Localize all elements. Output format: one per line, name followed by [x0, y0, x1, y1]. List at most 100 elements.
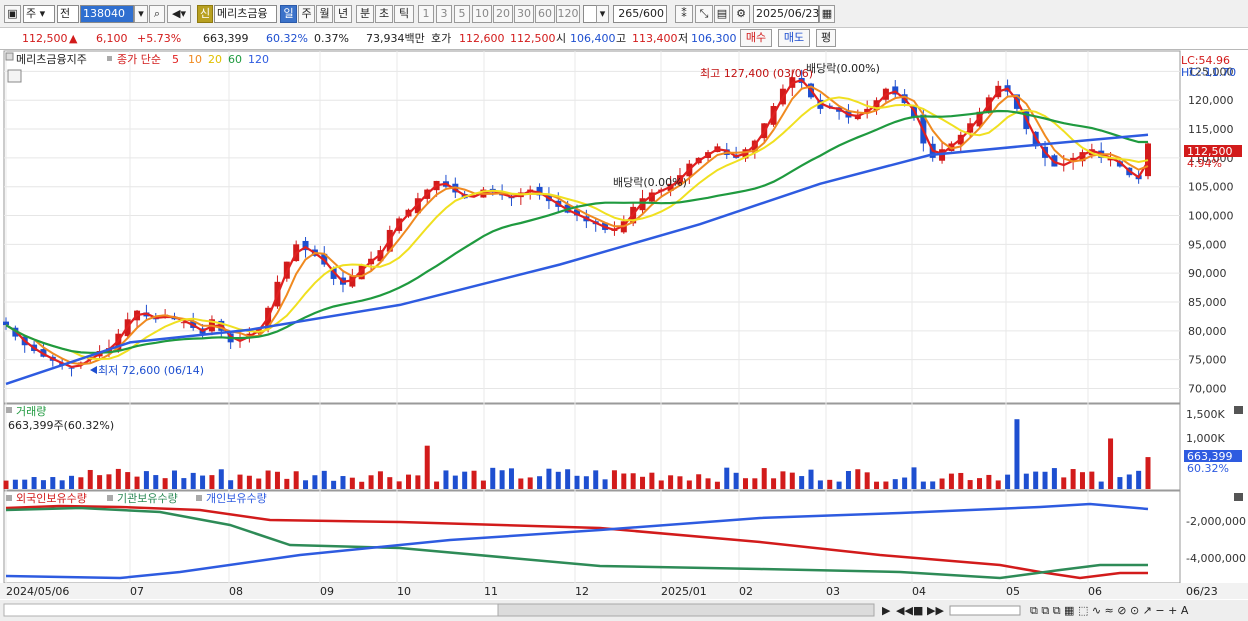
- bid-value: 112,500: [510, 32, 556, 45]
- code-input[interactable]: 138040: [80, 5, 134, 23]
- panel-menu-icon[interactable]: [5, 52, 14, 61]
- candle-body: [1116, 161, 1123, 167]
- interval-20[interactable]: 20: [493, 5, 513, 23]
- period-minute[interactable]: 분: [356, 5, 374, 23]
- volume-panel[interactable]: [3, 403, 1181, 491]
- x-axis: 2024/05/06 07 08 09 10 11 12 2025/01 02 03 04 05 06: [6, 585, 1102, 598]
- stop-icon[interactable]: ■: [913, 604, 923, 617]
- scroll-thumb[interactable]: [497, 603, 875, 617]
- volume-bar: [630, 473, 636, 489]
- interval-10[interactable]: 10: [472, 5, 492, 23]
- rewind-icon[interactable]: ◀◀: [896, 604, 913, 617]
- volume-bar: [771, 478, 777, 489]
- ma10-label: 10: [188, 53, 202, 66]
- volume-bar: [1023, 473, 1029, 489]
- volume-bar: [1042, 471, 1048, 489]
- quote-bar: 112,500 ▲ 6,100 +5.73% 663,399 60.32% 0.…: [0, 28, 1248, 50]
- volume-bar: [59, 480, 65, 489]
- expand-icon[interactable]: ⤡: [695, 5, 713, 23]
- open-value: 106,400: [570, 32, 616, 45]
- interval-5[interactable]: 5: [454, 5, 470, 23]
- sell-button[interactable]: 매도: [778, 29, 810, 47]
- volume-bar: [1098, 481, 1104, 489]
- interval-60[interactable]: 60: [535, 5, 555, 23]
- speaker-icon[interactable]: ◀▾: [167, 5, 191, 23]
- scroll-track-left[interactable]: [3, 603, 499, 617]
- period-day[interactable]: 일: [280, 5, 297, 23]
- institution-line: [5, 506, 1148, 580]
- price-tag: [1184, 145, 1242, 157]
- buy-button[interactable]: 매수: [740, 29, 772, 47]
- prev-button[interactable]: 전: [57, 5, 79, 23]
- volume-bar: [733, 472, 739, 489]
- grid-toggle-icon[interactable]: [7, 69, 22, 83]
- toolbar: ▣ 주 ▾ 전 138040 ▾ ⌕ ◀▾ 신 메리츠금융 일 주 월 년 분 …: [0, 0, 1248, 28]
- market-select[interactable]: 주 ▾: [23, 5, 55, 23]
- foreign-line: [5, 504, 1148, 580]
- volume-bar: [817, 480, 823, 489]
- holding-axis-2m: -2,000,000: [1186, 515, 1246, 528]
- high-label: 고: [616, 32, 627, 45]
- candle-body: [1145, 143, 1151, 177]
- volume-bar: [22, 479, 28, 489]
- volume-bar: [911, 467, 917, 489]
- volume-summary: 663,399주(60.32%): [8, 419, 114, 432]
- volume-bar: [602, 479, 608, 489]
- ma5-label: 5: [172, 53, 179, 66]
- count-field[interactable]: 265/600: [613, 5, 667, 23]
- period-week[interactable]: 주: [298, 5, 315, 23]
- price-tag-text: 112,500: [1187, 145, 1233, 158]
- holding-close-icon[interactable]: [1234, 493, 1243, 501]
- settings-icon[interactable]: ⚙: [732, 5, 750, 23]
- eval-button[interactable]: 평: [816, 29, 836, 47]
- volume-bar: [1070, 469, 1076, 489]
- interval-3[interactable]: 3: [436, 5, 452, 23]
- period-second[interactable]: 초: [375, 5, 393, 23]
- zoom-slider[interactable]: [949, 605, 1021, 616]
- candle-body: [826, 105, 833, 107]
- volume-bar: [246, 475, 252, 489]
- interval-1[interactable]: 1: [418, 5, 434, 23]
- search-icon[interactable]: ⌕: [149, 5, 165, 23]
- volume-bar: [902, 477, 908, 489]
- chart-area[interactable]: 125,000120,000115,000110,000105,000100,0…: [0, 50, 1248, 621]
- count-total: /600: [639, 7, 664, 20]
- interval-dropdown-icon[interactable]: ▾: [596, 5, 609, 23]
- holding-panel[interactable]: [3, 490, 1181, 584]
- calendar-icon[interactable]: ▦: [819, 5, 835, 23]
- period-tick[interactable]: 틱: [394, 5, 414, 23]
- window-icon[interactable]: ▣: [4, 5, 21, 23]
- x-tick-label: 2024/05/06: [6, 585, 69, 598]
- volume-bullet-icon: [6, 407, 12, 413]
- period-month[interactable]: 월: [316, 5, 333, 23]
- volume-bar: [87, 469, 93, 489]
- x-tick-label: 08: [229, 585, 243, 598]
- play-icon[interactable]: ▶: [882, 604, 891, 617]
- volume-close-icon[interactable]: [1234, 406, 1243, 414]
- stock-name-field[interactable]: 메리츠금융: [214, 5, 277, 23]
- volume-bar: [125, 472, 131, 489]
- code-dropdown-icon[interactable]: ▾: [134, 5, 148, 23]
- volume-bar: [471, 470, 477, 489]
- volume-bar: [284, 478, 290, 489]
- volume-bar: [696, 474, 702, 489]
- split-icon[interactable]: ⁑: [675, 5, 693, 23]
- price-panel[interactable]: [3, 50, 1181, 404]
- volume-bar: [143, 471, 149, 489]
- interval-120[interactable]: 120: [556, 5, 580, 23]
- save-icon[interactable]: ▤: [714, 5, 730, 23]
- volume-bar: [171, 470, 177, 489]
- forward-icon[interactable]: ▶▶: [927, 604, 944, 617]
- date-field[interactable]: 2025/06/23: [753, 5, 819, 23]
- volume-bar: [855, 469, 861, 489]
- layout-icon[interactable]: ⧉ ⧉ ⧉ ▦ ⬚ ∿ ≈ ⊘ ⊙ ↗ − + A: [1030, 604, 1189, 617]
- market-label: 주: [26, 7, 37, 20]
- period-year[interactable]: 년: [334, 5, 352, 23]
- x-tick-label: 04: [912, 585, 926, 598]
- interval-30[interactable]: 30: [514, 5, 534, 23]
- volume-bar: [406, 474, 412, 489]
- volume-bar: [1126, 474, 1132, 489]
- volume-bar: [490, 467, 496, 489]
- volume-bar: [480, 480, 486, 489]
- x-tick-label: 02: [739, 585, 753, 598]
